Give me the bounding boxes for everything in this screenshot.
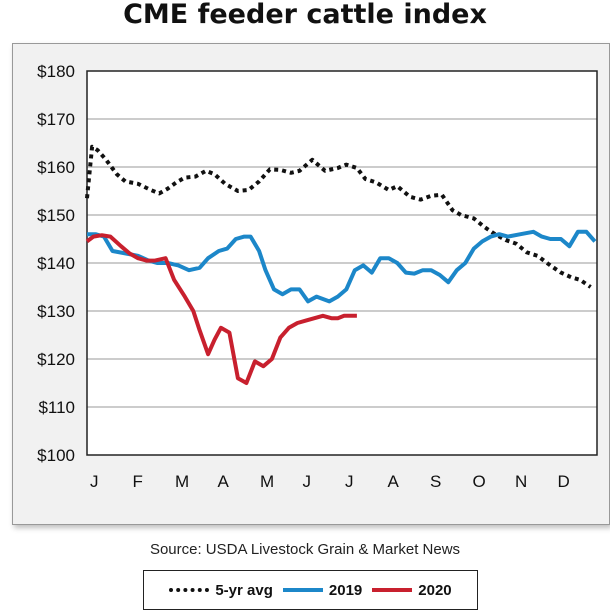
x-tick-label: A (218, 472, 230, 491)
y-tick-label: $150 (37, 206, 75, 225)
y-tick-label: $120 (37, 350, 75, 369)
legend-swatch-2019 (282, 588, 323, 592)
line-chart: $100 $110 $120 $130 $140 $150 $160 $170 $180 J F M A… (37, 62, 598, 491)
x-tick-label: J (303, 472, 312, 491)
legend-item-2020: 2020 (372, 581, 452, 599)
legend-item-5yr-avg: 5-yr avg (169, 582, 273, 599)
legend-label-2019: 2019 (328, 581, 363, 599)
x-tick-label: N (515, 472, 527, 491)
chart-frame: $100 $110 $120 $130 $140 $150 $160 $170 $180 J F M A… (12, 43, 610, 525)
plot-border (86, 70, 598, 456)
legend-label-5yr-avg: 5-yr avg (215, 581, 273, 599)
legend: 5-yr avg 2019 2020 (143, 570, 478, 610)
series-line-5-yr-avg (85, 144, 592, 289)
x-tick-label: J (345, 472, 354, 491)
x-tick-label: S (430, 472, 441, 491)
y-tick-label: $170 (37, 110, 75, 129)
chart-title: CME feeder cattle index (123, 0, 487, 30)
legend-swatch-2020 (372, 588, 413, 592)
source-note: Source: USDA Livestock Grain & Market Ne… (149, 541, 461, 558)
y-tick-label: $160 (37, 158, 75, 177)
y-tick-label: $110 (38, 398, 75, 417)
y-tick-label: $140 (37, 254, 75, 273)
y-tick-label: $180 (37, 62, 75, 81)
y-tick-label: $100 (37, 446, 75, 465)
series-line-2020 (85, 233, 357, 385)
x-tick-label: O (473, 472, 486, 491)
x-tick-label: J (90, 472, 99, 491)
x-tick-label: M (175, 472, 189, 491)
x-tick-label: A (388, 472, 400, 491)
x-tick-label: M (260, 472, 274, 491)
y-tick-label: $130 (37, 302, 75, 321)
x-tick-label: F (133, 472, 143, 491)
legend-swatch-5yr-avg (169, 588, 210, 592)
series-line-2019 (87, 229, 597, 304)
legend-item-2019: 2019 (282, 581, 363, 599)
legend-label-2020: 2020 (418, 581, 452, 599)
x-tick-label: D (558, 472, 570, 491)
